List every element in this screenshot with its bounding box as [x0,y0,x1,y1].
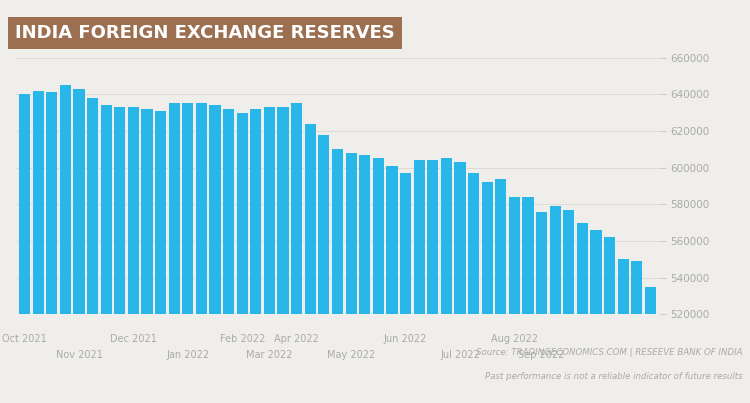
Bar [291,104,302,403]
Bar [87,98,98,403]
Bar [645,287,656,403]
Bar [618,259,628,403]
Bar [223,109,234,403]
Text: May 2022: May 2022 [327,351,375,360]
Bar [237,112,248,403]
Bar [495,179,506,403]
Bar [114,107,125,403]
Bar [74,89,85,403]
Bar [577,222,588,403]
Bar [373,158,384,403]
Text: Sep 2022: Sep 2022 [518,351,565,360]
Bar [100,105,112,403]
Bar [563,210,574,403]
Bar [386,166,398,403]
Bar [169,104,180,403]
Bar [60,85,71,403]
Text: Past performance is not a reliable indicator of future results: Past performance is not a reliable indic… [484,372,742,381]
Bar [251,109,262,403]
Bar [454,162,466,403]
Bar [142,109,152,403]
Bar [46,92,57,403]
Bar [304,124,316,403]
Text: Oct 2021: Oct 2021 [2,334,47,344]
Text: Source: TRADINGECONOMICS.COM | RESEEVE BANK OF INDIA: Source: TRADINGECONOMICS.COM | RESEEVE B… [476,348,742,357]
Bar [32,91,44,403]
Bar [264,107,275,403]
Text: Feb 2022: Feb 2022 [220,334,265,344]
Text: Aug 2022: Aug 2022 [491,334,538,344]
Bar [523,197,533,403]
Text: Dec 2021: Dec 2021 [110,334,157,344]
Bar [441,158,452,403]
Bar [468,173,479,403]
Text: Apr 2022: Apr 2022 [274,334,319,344]
Bar [209,105,220,403]
Text: INDIA FOREIGN EXCHANGE RESERVES: INDIA FOREIGN EXCHANGE RESERVES [15,24,394,42]
Bar [550,206,561,403]
Bar [359,155,370,403]
Bar [632,261,643,403]
Bar [590,230,602,403]
Bar [155,111,166,403]
Bar [604,237,615,403]
Bar [19,94,30,403]
Text: Jun 2022: Jun 2022 [384,334,427,344]
Bar [196,104,207,403]
Text: Mar 2022: Mar 2022 [246,351,292,360]
Bar [413,160,424,403]
Bar [482,182,493,403]
Bar [346,153,357,403]
Bar [536,212,548,403]
Text: Nov 2021: Nov 2021 [56,351,103,360]
Bar [400,173,411,403]
Bar [182,104,194,403]
Bar [128,107,139,403]
Bar [278,107,289,403]
Text: Jul 2022: Jul 2022 [440,351,480,360]
Bar [427,160,438,403]
Text: Jan 2022: Jan 2022 [166,351,209,360]
Bar [318,135,329,403]
Bar [509,197,520,403]
Bar [332,149,343,403]
